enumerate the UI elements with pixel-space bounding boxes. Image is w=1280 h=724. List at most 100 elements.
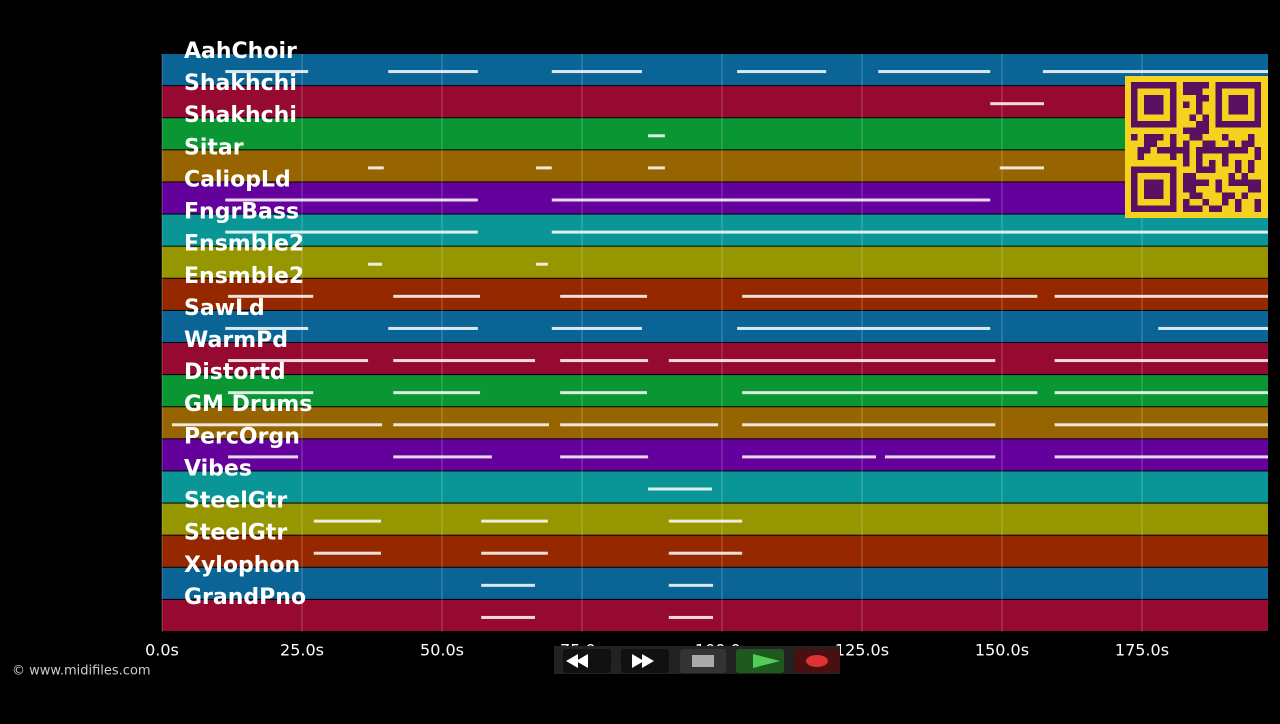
note bbox=[481, 519, 548, 523]
note bbox=[313, 519, 381, 523]
note bbox=[1054, 455, 1268, 459]
note bbox=[393, 391, 481, 395]
note bbox=[560, 423, 719, 427]
note bbox=[884, 455, 996, 459]
track-name: SawLd bbox=[184, 296, 265, 321]
note bbox=[560, 294, 647, 298]
note bbox=[742, 294, 1038, 298]
note bbox=[388, 70, 478, 74]
note bbox=[393, 423, 549, 427]
x-tick-label: 0.0s bbox=[145, 641, 179, 660]
lane bbox=[162, 599, 1268, 631]
labels: AahChoir Shakhchi Shakhchi Sitar CaliopLd Fng… bbox=[184, 39, 312, 610]
track-name: GrandPno bbox=[184, 585, 306, 610]
note bbox=[228, 359, 369, 363]
note bbox=[228, 294, 314, 298]
note bbox=[1054, 294, 1268, 298]
track-name: SteelGtr bbox=[184, 521, 287, 546]
note bbox=[1054, 391, 1268, 395]
track-name: Ensmble2 bbox=[184, 232, 304, 257]
play-button[interactable] bbox=[736, 649, 784, 673]
note bbox=[742, 423, 996, 427]
note bbox=[648, 134, 665, 138]
note bbox=[648, 166, 665, 170]
note bbox=[536, 166, 552, 170]
track-name: Shakhchi bbox=[184, 71, 297, 96]
note bbox=[560, 391, 647, 395]
track-name: FngrBass bbox=[184, 200, 299, 225]
track-name: WarmPd bbox=[184, 328, 288, 353]
note bbox=[393, 455, 492, 459]
lane bbox=[162, 150, 1268, 182]
note bbox=[481, 615, 535, 619]
notes bbox=[172, 70, 1268, 619]
lane bbox=[162, 439, 1268, 471]
credit: © www.midifiles.com bbox=[12, 664, 151, 679]
note bbox=[225, 326, 309, 330]
lane bbox=[162, 375, 1268, 407]
lanes bbox=[162, 54, 1268, 631]
note bbox=[668, 615, 714, 619]
lane bbox=[162, 246, 1268, 278]
note bbox=[648, 487, 712, 491]
note bbox=[368, 166, 384, 170]
lane bbox=[162, 471, 1268, 503]
note bbox=[737, 326, 991, 330]
note bbox=[368, 262, 383, 266]
track-name: PercOrgn bbox=[184, 424, 300, 449]
lane bbox=[162, 310, 1268, 342]
track-name: Xylophon bbox=[184, 553, 300, 578]
note bbox=[1054, 359, 1268, 363]
qr-code bbox=[1125, 76, 1268, 218]
x-tick-label: 50.0s bbox=[420, 641, 464, 660]
track-name: SteelGtr bbox=[184, 489, 287, 514]
note bbox=[172, 423, 383, 427]
note bbox=[313, 551, 381, 555]
rewind-button[interactable] bbox=[563, 649, 611, 673]
lane bbox=[162, 54, 1268, 86]
lane bbox=[162, 118, 1268, 150]
x-tick-label: 125.0s bbox=[835, 641, 889, 660]
note bbox=[393, 294, 481, 298]
note bbox=[536, 262, 548, 266]
lane bbox=[162, 343, 1268, 375]
note bbox=[551, 198, 991, 202]
transport-controls bbox=[554, 646, 840, 674]
track-name: GM Drums bbox=[184, 392, 312, 417]
lane bbox=[162, 86, 1268, 118]
note bbox=[393, 359, 535, 363]
track-name: Shakhchi bbox=[184, 103, 297, 128]
x-tick-label: 25.0s bbox=[280, 641, 324, 660]
note bbox=[742, 391, 1038, 395]
note bbox=[228, 455, 299, 459]
forward-button[interactable] bbox=[621, 649, 669, 673]
note bbox=[560, 455, 649, 459]
note bbox=[551, 230, 1268, 234]
lane bbox=[162, 567, 1268, 599]
x-tick-label: 175.0s bbox=[1115, 641, 1169, 660]
note bbox=[1042, 70, 1268, 74]
track-name: AahChoir bbox=[184, 39, 297, 64]
note bbox=[388, 326, 478, 330]
stop-button[interactable] bbox=[680, 649, 726, 673]
note bbox=[668, 551, 743, 555]
note bbox=[225, 198, 478, 202]
note bbox=[742, 455, 876, 459]
note bbox=[481, 583, 535, 587]
record-button[interactable] bbox=[794, 649, 840, 673]
note bbox=[999, 166, 1044, 170]
note bbox=[481, 551, 548, 555]
track-name: CaliopLd bbox=[184, 167, 291, 192]
lane bbox=[162, 503, 1268, 535]
note bbox=[668, 519, 743, 523]
lane bbox=[162, 407, 1268, 439]
note bbox=[225, 70, 309, 74]
lane bbox=[162, 214, 1268, 246]
note bbox=[668, 359, 996, 363]
lane bbox=[162, 535, 1268, 567]
track-name: Ensmble2 bbox=[184, 264, 304, 289]
track-name: Vibes bbox=[184, 456, 252, 481]
track-name: Distortd bbox=[184, 360, 286, 385]
